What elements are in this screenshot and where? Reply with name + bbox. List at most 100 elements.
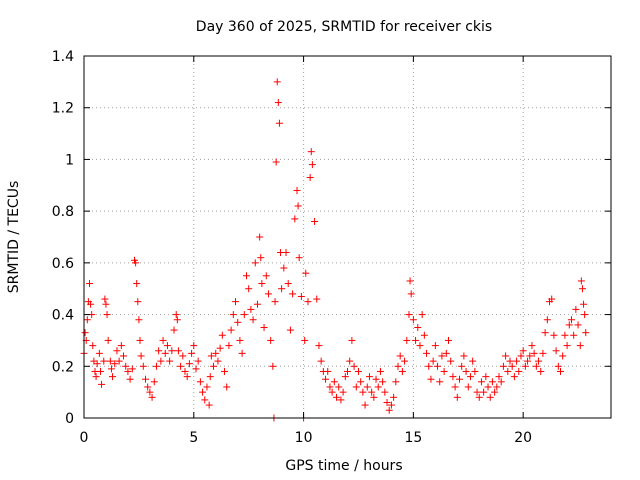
data-point <box>576 342 584 350</box>
data-point <box>317 357 325 365</box>
data-point <box>273 78 281 86</box>
data-point <box>339 388 347 396</box>
data-point <box>385 406 393 414</box>
x-tick-label: 0 <box>80 430 89 446</box>
data-point <box>306 174 314 182</box>
data-point <box>480 388 488 396</box>
data-point <box>95 349 103 357</box>
data-point <box>199 388 207 396</box>
data-point <box>381 388 389 396</box>
data-point <box>232 298 240 306</box>
data-point <box>166 357 174 365</box>
data-point <box>194 357 202 365</box>
data-point <box>302 269 310 277</box>
data-point <box>521 362 529 370</box>
data-point <box>315 342 323 350</box>
data-point <box>532 362 540 370</box>
data-point <box>192 365 200 373</box>
data-point <box>434 362 442 370</box>
data-point <box>506 357 514 365</box>
data-point <box>181 367 189 375</box>
data-point <box>473 388 481 396</box>
data-point <box>177 362 185 370</box>
data-point <box>269 362 277 370</box>
data-point <box>210 362 218 370</box>
data-point <box>447 357 455 365</box>
data-point <box>425 362 433 370</box>
data-point <box>565 321 573 329</box>
y-tick-label: 1.2 <box>52 101 74 117</box>
data-point <box>111 360 119 368</box>
data-point <box>581 311 589 319</box>
y-tick-label: 1.4 <box>52 49 74 65</box>
data-point <box>301 336 309 344</box>
data-point <box>304 298 312 306</box>
data-point <box>173 316 181 324</box>
data-point <box>537 367 545 375</box>
data-point <box>344 367 351 375</box>
data-point <box>103 311 111 319</box>
data-point <box>280 264 288 272</box>
data-point <box>578 285 586 293</box>
data-point <box>126 375 134 383</box>
data-point <box>92 373 100 381</box>
data-point <box>497 378 505 386</box>
data-point <box>582 329 590 337</box>
data-point <box>365 373 373 381</box>
data-point <box>98 380 106 388</box>
data-point <box>113 347 121 355</box>
data-point <box>333 393 341 401</box>
data-point <box>247 305 255 313</box>
data-point <box>291 215 299 223</box>
data-point <box>486 393 494 401</box>
data-point <box>294 202 302 210</box>
data-point <box>376 367 384 375</box>
data-point <box>201 396 209 404</box>
y-axis-label: SRMTID / TECUs <box>6 181 22 294</box>
data-point <box>249 316 257 324</box>
data-point <box>196 378 204 386</box>
data-point <box>214 357 222 365</box>
data-point <box>469 357 477 365</box>
data-point <box>491 388 499 396</box>
data-point <box>346 357 354 365</box>
data-point <box>212 349 220 357</box>
data-point <box>141 375 149 383</box>
data-point <box>174 347 182 355</box>
data-point <box>438 352 446 360</box>
data-point <box>455 375 463 383</box>
data-point <box>556 367 564 375</box>
data-point <box>453 393 461 401</box>
data-point <box>286 326 294 334</box>
data-point <box>488 378 496 386</box>
data-point <box>541 329 549 337</box>
data-point <box>515 367 523 375</box>
data-point <box>308 161 316 169</box>
data-point <box>221 367 229 375</box>
data-point <box>264 290 272 298</box>
data-point <box>543 316 551 324</box>
data-point <box>427 375 435 383</box>
data-point <box>135 316 143 324</box>
data-point <box>136 336 144 344</box>
x-tick-label: 15 <box>404 430 422 446</box>
data-point <box>313 295 321 303</box>
data-point <box>460 352 468 360</box>
data-point <box>260 324 268 331</box>
y-tick-label: 1 <box>65 152 74 168</box>
data-point <box>420 331 428 339</box>
data-point <box>477 378 485 386</box>
data-point <box>96 367 104 375</box>
data-point <box>183 373 191 381</box>
data-point <box>510 373 518 381</box>
data-point <box>134 298 142 306</box>
data-point <box>368 388 376 396</box>
data-point <box>572 305 580 313</box>
data-point <box>137 352 145 360</box>
data-point <box>548 295 556 303</box>
data-point <box>179 352 187 360</box>
data-point <box>236 336 244 344</box>
data-point <box>297 292 305 300</box>
data-point <box>394 362 402 370</box>
data-point <box>240 311 248 319</box>
